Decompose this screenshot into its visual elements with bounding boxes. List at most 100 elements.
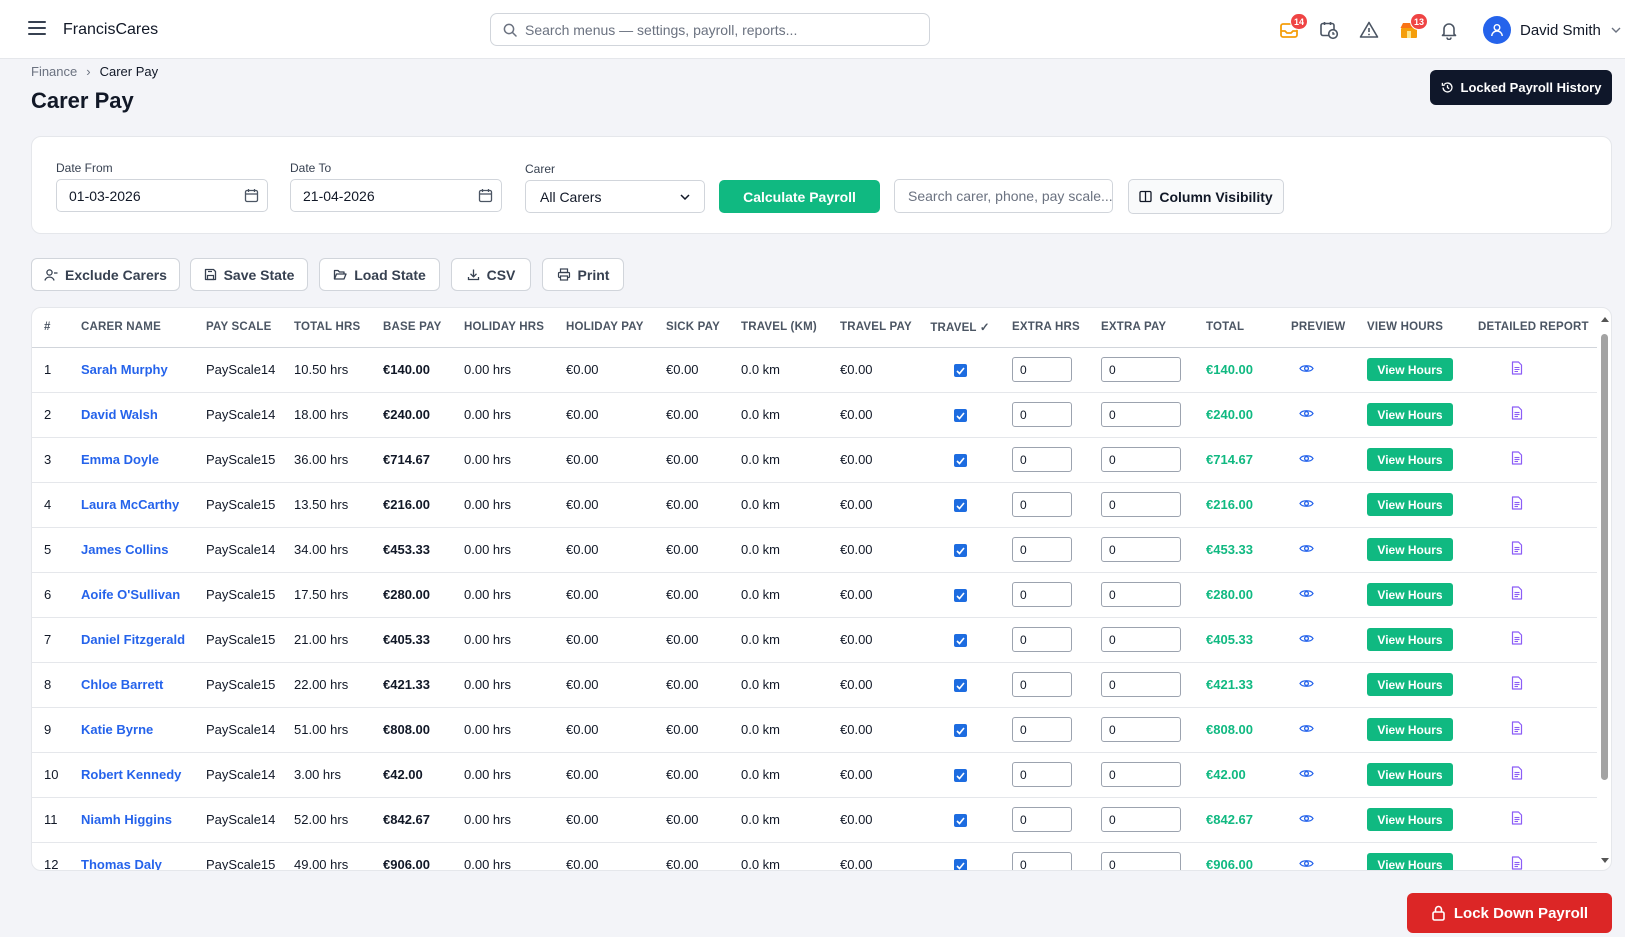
view-hours-button[interactable]: View Hours bbox=[1367, 673, 1453, 696]
store-button[interactable]: 13 bbox=[1397, 13, 1428, 42]
carer-name-link[interactable]: Aoife O'Sullivan bbox=[69, 572, 194, 618]
carer-name-link[interactable]: Chloe Barrett bbox=[69, 662, 194, 708]
extra-pay-input[interactable] bbox=[1101, 627, 1181, 652]
travel-checkbox[interactable] bbox=[953, 724, 967, 738]
extra-hours-input[interactable] bbox=[1012, 537, 1072, 562]
document-icon[interactable] bbox=[1511, 451, 1523, 465]
scroll-up-icon[interactable] bbox=[1600, 316, 1610, 324]
eye-icon[interactable] bbox=[1299, 453, 1314, 464]
extra-pay-input[interactable] bbox=[1101, 717, 1181, 742]
date-from-field[interactable]: 01-03-2026 bbox=[56, 179, 268, 212]
carer-name-link[interactable]: Niamh Higgins bbox=[69, 797, 194, 843]
travel-checkbox[interactable] bbox=[953, 859, 967, 870]
eye-icon[interactable] bbox=[1299, 588, 1314, 599]
csv-export-button[interactable]: CSV bbox=[451, 258, 531, 291]
document-icon[interactable] bbox=[1511, 766, 1523, 780]
view-hours-button[interactable]: View Hours bbox=[1367, 358, 1453, 381]
breadcrumb-finance[interactable]: Finance bbox=[31, 64, 78, 79]
eye-icon[interactable] bbox=[1299, 768, 1314, 779]
eye-icon[interactable] bbox=[1299, 408, 1314, 419]
document-icon[interactable] bbox=[1511, 676, 1523, 690]
vertical-scrollbar[interactable] bbox=[1599, 316, 1609, 864]
extra-hours-input[interactable] bbox=[1012, 762, 1072, 787]
date-to-field[interactable]: 21-04-2026 bbox=[290, 179, 502, 212]
carer-name-link[interactable]: Katie Byrne bbox=[69, 707, 194, 753]
travel-checkbox[interactable] bbox=[953, 409, 967, 423]
extra-hours-input[interactable] bbox=[1012, 492, 1072, 517]
view-hours-button[interactable]: View Hours bbox=[1367, 763, 1453, 786]
document-icon[interactable] bbox=[1511, 721, 1523, 735]
extra-pay-input[interactable] bbox=[1101, 582, 1181, 607]
carer-select[interactable]: All Carers bbox=[525, 180, 705, 213]
carer-name-link[interactable]: Robert Kennedy bbox=[69, 752, 194, 798]
extra-hours-input[interactable] bbox=[1012, 717, 1072, 742]
carer-name-link[interactable]: Sarah Murphy bbox=[69, 347, 194, 393]
extra-pay-input[interactable] bbox=[1101, 762, 1181, 787]
view-hours-button[interactable]: View Hours bbox=[1367, 853, 1453, 870]
carer-name-link[interactable]: Daniel Fitzgerald bbox=[69, 617, 194, 663]
travel-checkbox[interactable] bbox=[953, 364, 967, 378]
carer-name-link[interactable]: James Collins bbox=[69, 527, 194, 573]
eye-icon[interactable] bbox=[1299, 363, 1314, 374]
document-icon[interactable] bbox=[1511, 631, 1523, 645]
load-state-button[interactable]: Load State bbox=[319, 258, 440, 291]
document-icon[interactable] bbox=[1511, 361, 1523, 375]
extra-hours-input[interactable] bbox=[1012, 627, 1072, 652]
eye-icon[interactable] bbox=[1299, 543, 1314, 554]
alerts-button[interactable] bbox=[1357, 18, 1381, 42]
table-scroll-area[interactable]: # Carer Name Pay Scale Total Hrs Base Pay Hol… bbox=[32, 308, 1597, 870]
carer-name-link[interactable]: Thomas Daly bbox=[69, 842, 194, 870]
messages-button[interactable]: 14 bbox=[1277, 13, 1308, 42]
extra-hours-input[interactable] bbox=[1012, 852, 1072, 870]
view-hours-button[interactable]: View Hours bbox=[1367, 718, 1453, 741]
travel-checkbox[interactable] bbox=[953, 769, 967, 783]
travel-checkbox[interactable] bbox=[953, 544, 967, 558]
document-icon[interactable] bbox=[1511, 856, 1523, 870]
carer-name-link[interactable]: David Walsh bbox=[69, 392, 194, 438]
extra-hours-input[interactable] bbox=[1012, 402, 1072, 427]
extra-pay-input[interactable] bbox=[1101, 402, 1181, 427]
scrollbar-thumb[interactable] bbox=[1601, 334, 1608, 780]
search-input[interactable] bbox=[525, 14, 915, 45]
view-hours-button[interactable]: View Hours bbox=[1367, 448, 1453, 471]
extra-hours-input[interactable] bbox=[1012, 672, 1072, 697]
eye-icon[interactable] bbox=[1299, 858, 1314, 869]
extra-pay-input[interactable] bbox=[1101, 672, 1181, 697]
view-hours-button[interactable]: View Hours bbox=[1367, 403, 1453, 426]
view-hours-button[interactable]: View Hours bbox=[1367, 583, 1453, 606]
menu-icon[interactable] bbox=[28, 21, 46, 37]
column-visibility-button[interactable]: Column Visibility bbox=[1128, 179, 1284, 214]
scroll-down-icon[interactable] bbox=[1600, 856, 1610, 864]
notifications-button[interactable] bbox=[1437, 18, 1461, 42]
document-icon[interactable] bbox=[1511, 541, 1523, 555]
extra-pay-input[interactable] bbox=[1101, 852, 1181, 870]
travel-checkbox[interactable] bbox=[953, 814, 967, 828]
travel-checkbox[interactable] bbox=[953, 454, 967, 468]
extra-hours-input[interactable] bbox=[1012, 447, 1072, 472]
global-search[interactable] bbox=[490, 13, 930, 46]
eye-icon[interactable] bbox=[1299, 813, 1314, 824]
eye-icon[interactable] bbox=[1299, 498, 1314, 509]
view-hours-button[interactable]: View Hours bbox=[1367, 628, 1453, 651]
carer-search-input[interactable] bbox=[894, 179, 1113, 213]
extra-pay-input[interactable] bbox=[1101, 807, 1181, 832]
travel-checkbox[interactable] bbox=[953, 679, 967, 693]
carer-name-link[interactable]: Laura McCarthy bbox=[69, 482, 194, 528]
document-icon[interactable] bbox=[1511, 406, 1523, 420]
extra-pay-input[interactable] bbox=[1101, 492, 1181, 517]
extra-pay-input[interactable] bbox=[1101, 357, 1181, 382]
extra-hours-input[interactable] bbox=[1012, 357, 1072, 382]
document-icon[interactable] bbox=[1511, 586, 1523, 600]
app-name[interactable]: FrancisCares bbox=[63, 21, 159, 38]
schedule-button[interactable] bbox=[1317, 18, 1341, 42]
exclude-carers-button[interactable]: Exclude Carers bbox=[31, 258, 180, 291]
travel-checkbox[interactable] bbox=[953, 634, 967, 648]
save-state-button[interactable]: Save State bbox=[190, 258, 308, 291]
travel-checkbox[interactable] bbox=[953, 589, 967, 603]
extra-pay-input[interactable] bbox=[1101, 537, 1181, 562]
extra-hours-input[interactable] bbox=[1012, 582, 1072, 607]
user-menu[interactable]: David Smith bbox=[1483, 15, 1621, 45]
extra-hours-input[interactable] bbox=[1012, 807, 1072, 832]
eye-icon[interactable] bbox=[1299, 678, 1314, 689]
lock-down-payroll-button[interactable]: Lock Down Payroll bbox=[1407, 893, 1612, 933]
